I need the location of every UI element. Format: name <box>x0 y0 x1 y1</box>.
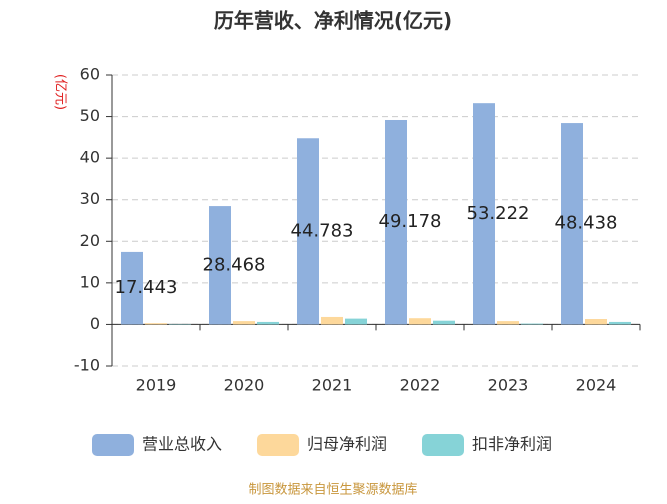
legend-swatch <box>92 434 134 456</box>
y-tick-label: 20 <box>80 231 100 250</box>
y-tick-label: 0 <box>90 314 100 333</box>
data-label: 17.443 <box>115 277 178 298</box>
chart-title: 历年营收、净利情况(亿元) <box>214 9 452 33</box>
bar <box>497 321 519 324</box>
y-tick-label: -10 <box>74 356 100 375</box>
x-tick-label: 2020 <box>224 376 265 395</box>
data-label: 49.178 <box>379 211 442 232</box>
data-label: 28.468 <box>203 254 266 275</box>
y-tick-label: 40 <box>80 148 100 167</box>
source-note: 制图数据来自恒生聚源数据库 <box>248 482 417 498</box>
bar <box>409 318 431 324</box>
bar <box>345 319 367 325</box>
bar <box>521 324 543 325</box>
x-tick-label: 2022 <box>400 376 441 395</box>
bar <box>145 323 167 324</box>
bar <box>233 321 255 324</box>
legend-label: 营业总收入 <box>142 435 222 454</box>
y-tick-label: 50 <box>80 106 100 125</box>
x-tick-label: 2019 <box>136 376 177 395</box>
legend-label: 扣非净利润 <box>472 435 552 454</box>
x-tick-label: 2021 <box>312 376 353 395</box>
data-label: 44.783 <box>291 220 354 241</box>
bar <box>433 321 455 325</box>
y-tick-label: 60 <box>80 65 100 84</box>
x-tick-label: 2024 <box>576 376 617 395</box>
bar <box>585 319 607 324</box>
legend-label: 归母净利润 <box>307 435 387 454</box>
data-label: 48.438 <box>555 213 618 234</box>
data-label: 53.222 <box>467 203 530 224</box>
y-tick-label: 10 <box>80 272 100 291</box>
y-tick-label: 30 <box>80 189 100 208</box>
y-axis-label: (亿元) <box>53 74 68 110</box>
bar <box>257 322 279 324</box>
bar <box>609 322 631 324</box>
legend-swatch <box>422 434 464 456</box>
legend-swatch <box>257 434 299 456</box>
bar <box>321 317 343 324</box>
x-tick-label: 2023 <box>488 376 529 395</box>
